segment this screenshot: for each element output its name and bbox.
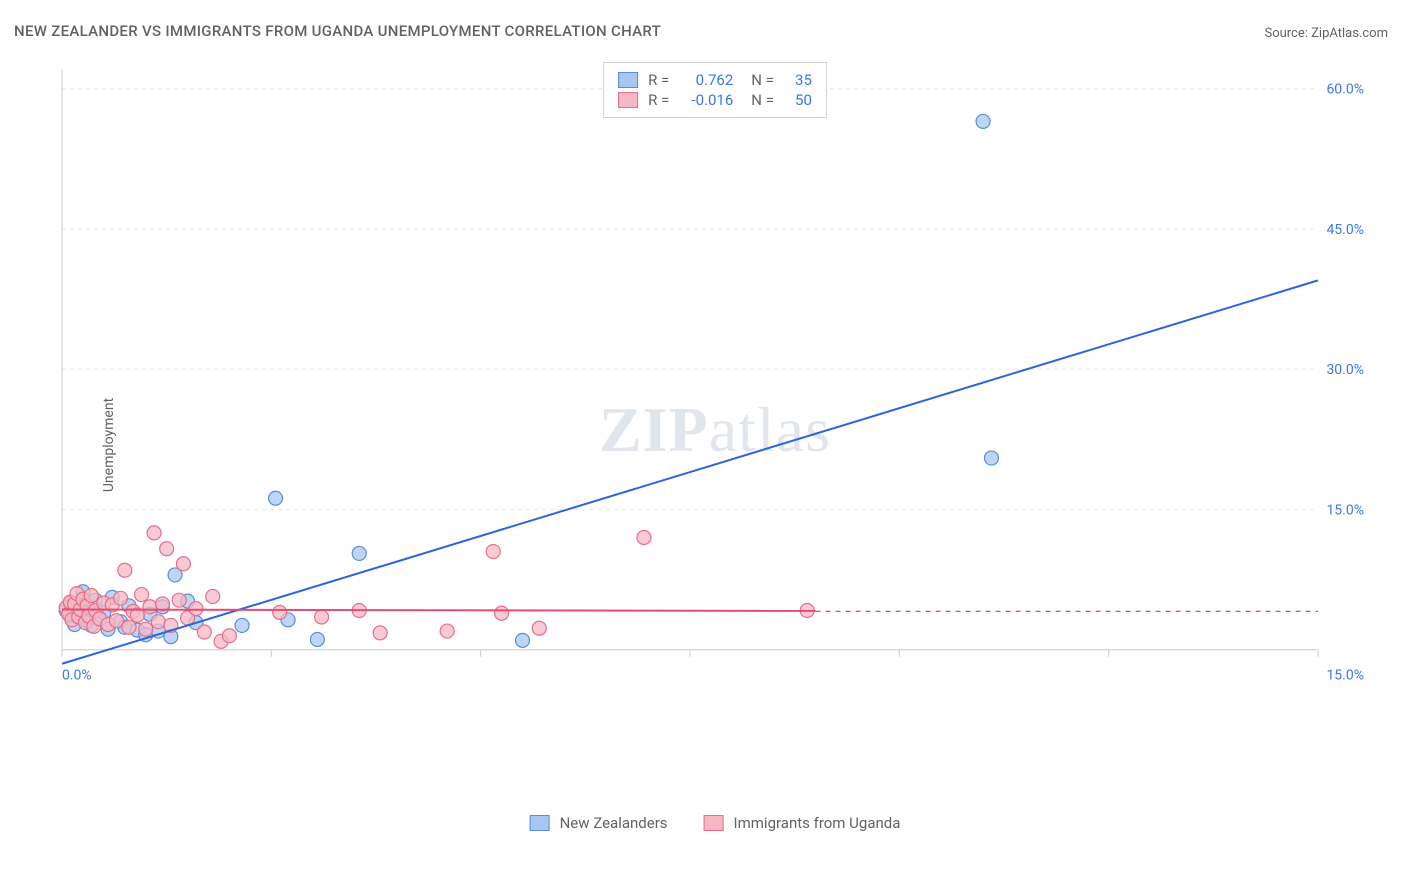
r-label: R = (648, 71, 669, 89)
svg-text:30.0%: 30.0% (1326, 362, 1364, 378)
plot-area: Unemployment ZIPatlas 15.0%30.0%45.0%60.… (52, 60, 1378, 830)
svg-text:15.0%: 15.0% (1326, 502, 1364, 518)
r-value: -0.016 (679, 91, 733, 109)
legend-item: Immigrants from Uganda (704, 814, 901, 832)
r-value: 0.762 (679, 71, 733, 89)
n-value: 50 (784, 91, 812, 109)
n-label: N = (751, 91, 774, 109)
chart-title: NEW ZEALANDER VS IMMIGRANTS FROM UGANDA … (14, 22, 661, 40)
legend-swatch (530, 815, 550, 831)
series-legend: New Zealanders Immigrants from Uganda (530, 814, 901, 832)
legend-label: New Zealanders (560, 814, 668, 832)
legend-item: New Zealanders (530, 814, 668, 832)
scatter-chart: 15.0% 30.0% 45.0% 60.0% 0.0% 15.0% (52, 60, 1378, 830)
n-label: N = (751, 71, 774, 89)
correlation-legend: R = 0.762 N = 35 R = -0.016 N = 50 (603, 62, 827, 118)
n-value: 35 (784, 71, 812, 89)
legend-swatch (704, 815, 724, 831)
legend-swatch (618, 92, 638, 108)
chart-container: NEW ZEALANDER VS IMMIGRANTS FROM UGANDA … (0, 0, 1406, 892)
r-label: R = (648, 91, 669, 109)
svg-text:0.0%: 0.0% (62, 668, 92, 684)
legend-label: Immigrants from Uganda (734, 814, 901, 832)
svg-text:60.0%: 60.0% (1326, 82, 1364, 98)
svg-text:15.0%: 15.0% (1326, 668, 1364, 684)
legend-row: R = -0.016 N = 50 (618, 91, 812, 109)
svg-text:45.0%: 45.0% (1326, 222, 1364, 238)
source-attribution: Source: ZipAtlas.com (1264, 26, 1388, 41)
legend-swatch (618, 72, 638, 88)
legend-row: R = 0.762 N = 35 (618, 71, 812, 89)
